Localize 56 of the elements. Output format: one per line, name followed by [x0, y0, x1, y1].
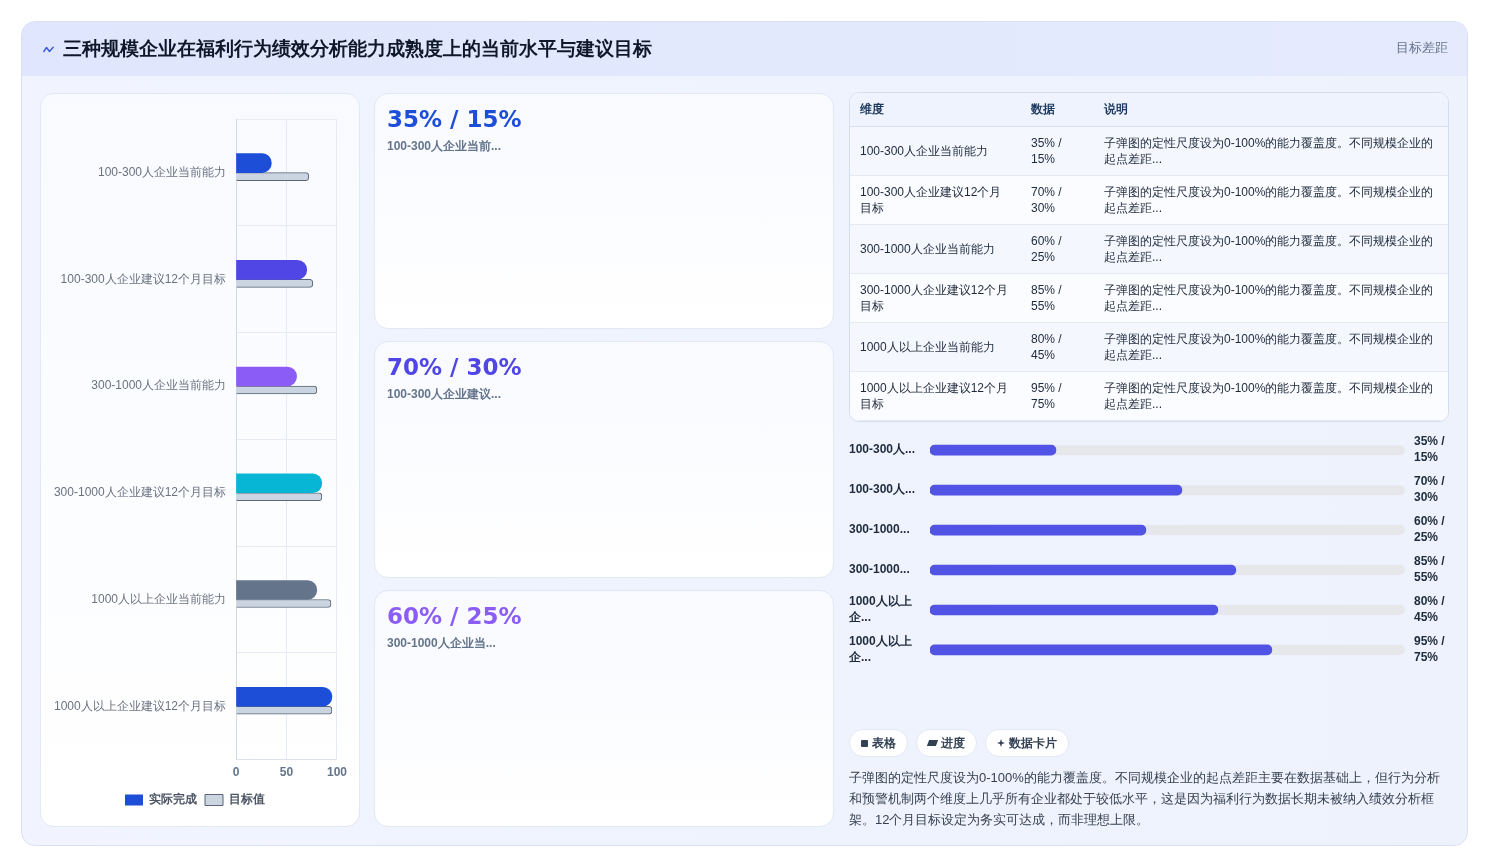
- y-tick-label: 1000人以上企...: [848, 634, 912, 665]
- y-tick-label: 300-1000人企业建议12个月目标: [53, 485, 226, 500]
- text: 95% / 75%: [1021, 371, 1094, 421]
- legend-label: 实际完成: [149, 792, 197, 807]
- y-tick-label: 1000人以上企...: [848, 594, 912, 625]
- bar: [236, 259, 308, 280]
- text: 80% / 45%: [1021, 322, 1094, 372]
- text: 300-1000人企业当...: [387, 635, 496, 651]
- y-tick-label: 1000人以上企业当前能力: [91, 591, 226, 606]
- legend-label: 目标值: [229, 792, 265, 807]
- y-tick-label: 100-300人企业建议12个月目标: [60, 271, 226, 286]
- text: 35% / 15%: [387, 105, 522, 133]
- data-label: 95% / 75%: [1414, 634, 1446, 665]
- x-tick-label: 0: [232, 765, 240, 780]
- x-tick-label: 50: [279, 765, 294, 780]
- y-tick-label: 300-1000...: [849, 562, 910, 577]
- category-label: 表格: [872, 734, 896, 752]
- category-label: 进度: [941, 734, 965, 752]
- text: 子弹图的定性尺度设为0-100%的能力覆盖度。不同规模企业的起点差距...: [1094, 224, 1448, 274]
- y-tick-label: 300-1000人企业当前能力: [91, 378, 226, 393]
- text: 70% / 30%: [1021, 175, 1094, 225]
- bar: [236, 686, 333, 707]
- y-tick-label: 100-300人...: [849, 482, 916, 497]
- y-tick-label: 100-300人...: [849, 442, 916, 457]
- bar: [236, 580, 318, 600]
- text: 35% / 15%: [1021, 126, 1094, 176]
- y-tick-label: 300-1000...: [849, 522, 910, 537]
- bar: [236, 473, 323, 494]
- text: 85% / 55%: [1021, 273, 1094, 323]
- category-label: 说明: [1094, 93, 1448, 127]
- bar: [236, 153, 272, 173]
- y-tick-label: 1000人以上企业建议12个月目标: [53, 698, 226, 713]
- category-label: 数据卡片: [1009, 734, 1057, 752]
- data-label: 35% / 15%: [1414, 434, 1446, 465]
- text: 60% / 25%: [387, 602, 522, 630]
- category-label: 维度: [850, 93, 1021, 127]
- data-label: 80% / 45%: [1414, 594, 1446, 625]
- text: 70% / 30%: [387, 353, 522, 381]
- text: 子弹图的定性尺度设为0-100%的能力覆盖度。不同规模企业的起点差距主要在数据基础上，但行为分析和预警机制两个维度上几乎所有企业都处于较低水平，这是因为福利行为数据长期未被纳入绩效分析框架。12个月目标设定为务实可达成，而非理想上限。: [849, 769, 1441, 829]
- text: 子弹图的定性尺度设为0-100%的能力覆盖度。不同规模企业的起点差距...: [1094, 322, 1448, 372]
- text: 100-300人企业建议...: [387, 386, 502, 402]
- chart-title: 三种规模企业在福利行为绩效分析能力成熟度上的当前水平与建议目标: [63, 37, 652, 61]
- text: 子弹图的定性尺度设为0-100%的能力覆盖度。不同规模企业的起点差距...: [1094, 371, 1448, 421]
- text: 60% / 25%: [1021, 224, 1094, 274]
- x-tick-label: 100: [326, 765, 348, 780]
- text: 子弹图的定性尺度设为0-100%的能力覆盖度。不同规模企业的起点差距...: [1094, 273, 1448, 323]
- category-label: 数据: [1021, 93, 1094, 127]
- data-label: 70% / 30%: [1414, 474, 1446, 505]
- data-label: 85% / 55%: [1414, 554, 1446, 585]
- text: 子弹图的定性尺度设为0-100%的能力覆盖度。不同规模企业的起点差距...: [1094, 175, 1448, 225]
- text: 目标差距: [1396, 40, 1448, 56]
- text: 100-300人企业当前...: [387, 138, 502, 154]
- data-label: 60% / 25%: [1414, 514, 1446, 545]
- y-tick-label: 100-300人企业当前能力: [97, 164, 226, 179]
- text: 子弹图的定性尺度设为0-100%的能力覆盖度。不同规模企业的起点差距...: [1094, 126, 1448, 176]
- bar: [236, 366, 297, 387]
